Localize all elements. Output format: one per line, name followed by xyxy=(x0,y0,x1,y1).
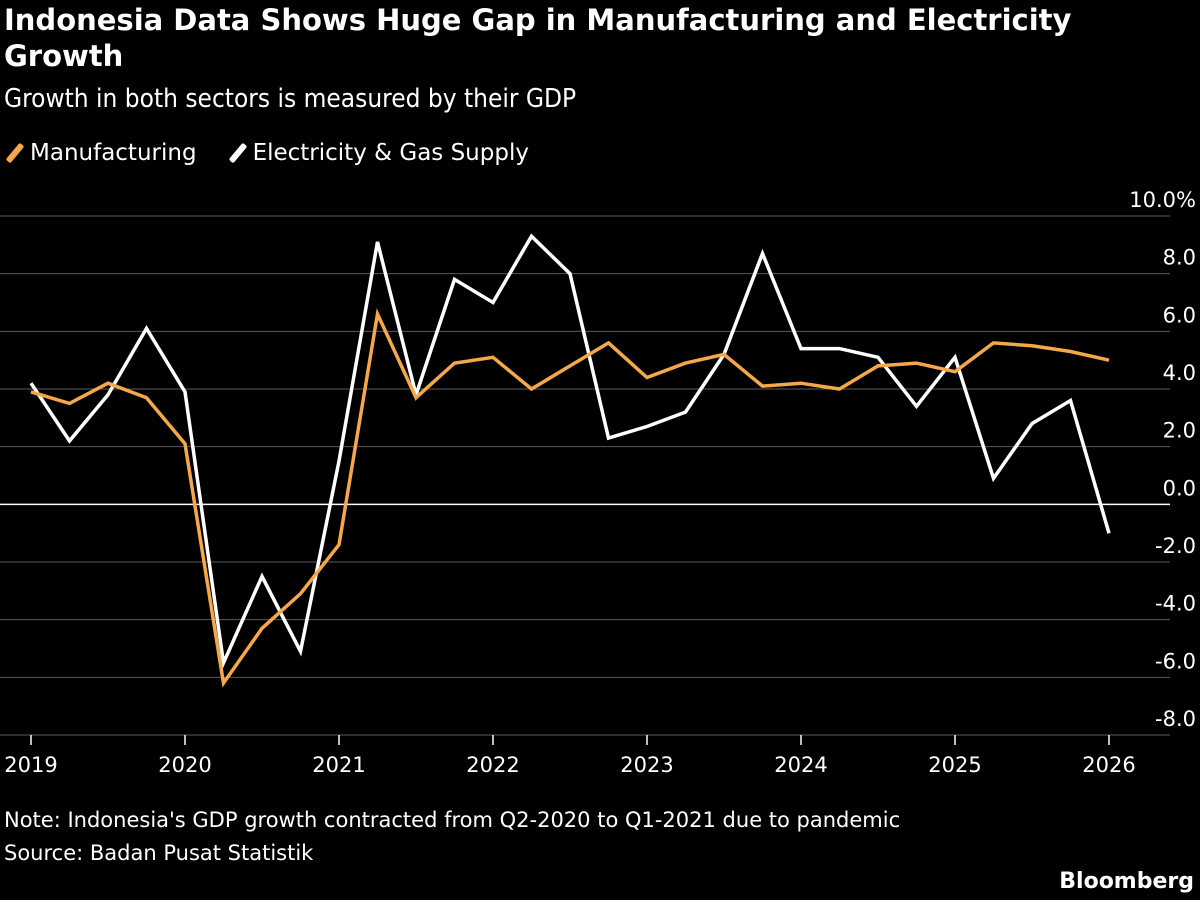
chart-source: Source: Badan Pusat Statistik xyxy=(4,841,314,865)
y-tick-label: -8.0 xyxy=(1155,707,1196,731)
legend-label-electricity: Electricity & Gas Supply xyxy=(252,140,529,166)
series-line-electricity-gas-supply xyxy=(29,233,1111,670)
legend-item-manufacturing: Manufacturing xyxy=(4,140,197,166)
y-tick-label: 4.0 xyxy=(1163,361,1196,385)
y-tick-label: 6.0 xyxy=(1163,303,1196,327)
y-tick-label: -4.0 xyxy=(1155,592,1196,616)
chart-title: Indonesia Data Shows Huge Gap in Manufac… xyxy=(4,3,1072,73)
x-tick-label: 2021 xyxy=(312,753,365,777)
bloomberg-logo: Bloomberg xyxy=(1059,869,1194,894)
x-tick-label: 2020 xyxy=(158,753,211,777)
legend-swatch-electricity xyxy=(228,142,247,164)
y-tick-label: 10.0% xyxy=(1129,188,1196,212)
legend-item-electricity: Electricity & Gas Supply xyxy=(227,140,529,166)
x-tick-label: 2022 xyxy=(466,753,519,777)
y-tick-label: 8.0 xyxy=(1163,246,1196,270)
x-tick-label: 2024 xyxy=(774,753,827,777)
y-tick-label: 0.0 xyxy=(1163,476,1196,500)
legend-swatch-manufacturing xyxy=(5,142,25,164)
x-tick-label: 2026 xyxy=(1082,753,1135,777)
x-tick-label: 2023 xyxy=(620,753,673,777)
chart-subtitle: Growth in both sectors is measured by th… xyxy=(4,84,577,114)
line-chart: 10.0% 8.0 6.0 4.0 2.0 0.0 -2.0 -4.0 -6.0 -8.0 2019… xyxy=(0,188,1196,777)
y-tick-label: -2.0 xyxy=(1155,534,1196,558)
chart-legend: Manufacturing Electricity & Gas Supply xyxy=(4,136,559,170)
chart-note: Note: Indonesia's GDP growth contracted … xyxy=(4,808,901,832)
y-tick-label: 2.0 xyxy=(1163,419,1196,443)
x-tick-label: 2025 xyxy=(928,753,981,777)
series-line-manufacturing xyxy=(30,308,1110,688)
y-tick-label: -6.0 xyxy=(1155,649,1196,673)
x-tick-label: 2019 xyxy=(4,753,57,777)
legend-label-manufacturing: Manufacturing xyxy=(30,140,197,166)
